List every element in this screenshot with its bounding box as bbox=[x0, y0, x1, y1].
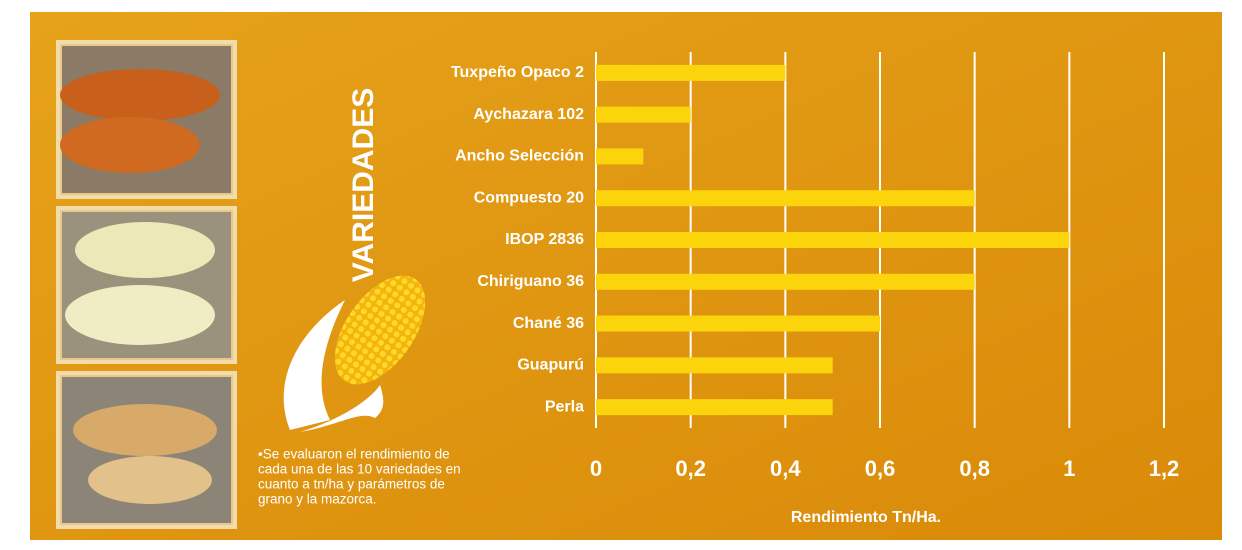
note-line: cada una de las 10 variedades en bbox=[258, 462, 461, 477]
bar bbox=[596, 65, 785, 81]
y-tick-label: Compuesto 20 bbox=[474, 189, 584, 206]
bar bbox=[596, 316, 880, 332]
bar bbox=[596, 148, 643, 164]
y-tick-label: Chané 36 bbox=[513, 315, 584, 332]
page: {"chart_data": {"type": "bar", "orientat… bbox=[0, 0, 1242, 550]
y-tick-label: Tuxpeño Opaco 2 bbox=[451, 64, 584, 81]
bar bbox=[596, 107, 691, 123]
side-title: VARIEDADES bbox=[347, 88, 380, 282]
bar bbox=[596, 232, 1069, 248]
x-tick-label: 1,2 bbox=[1149, 456, 1180, 481]
x-axis-label: Rendimiento Tn/Ha. bbox=[791, 509, 941, 526]
y-tick-label: Guapurú bbox=[517, 357, 584, 374]
y-tick-label: Aychazara 102 bbox=[473, 106, 584, 123]
bar bbox=[596, 357, 833, 373]
bar bbox=[596, 190, 975, 206]
x-tick-label: 0,6 bbox=[865, 456, 896, 481]
note-line: cuanto a tn/ha y parámetros de bbox=[258, 477, 445, 492]
x-tick-label: 0,4 bbox=[770, 456, 801, 481]
y-tick-label: Ancho Selección bbox=[455, 148, 584, 165]
x-tick-label: 0,2 bbox=[675, 456, 706, 481]
bar bbox=[596, 399, 833, 415]
x-tick-label: 0 bbox=[590, 456, 602, 481]
note-line: •Se evaluaron el rendimiento de bbox=[258, 447, 450, 462]
y-tick-label: Chiriguano 36 bbox=[477, 273, 584, 290]
chart: VARIEDADES •Se evaluaron el rendimiento … bbox=[0, 0, 1242, 550]
bar bbox=[596, 274, 975, 290]
y-tick-label: IBOP 2836 bbox=[505, 231, 584, 248]
x-tick-label: 1 bbox=[1063, 456, 1075, 481]
x-tick-label: 0,8 bbox=[959, 456, 990, 481]
photos bbox=[58, 42, 235, 527]
y-tick-label: Perla bbox=[545, 398, 584, 415]
note-line: grano y la mazorca. bbox=[258, 492, 377, 507]
